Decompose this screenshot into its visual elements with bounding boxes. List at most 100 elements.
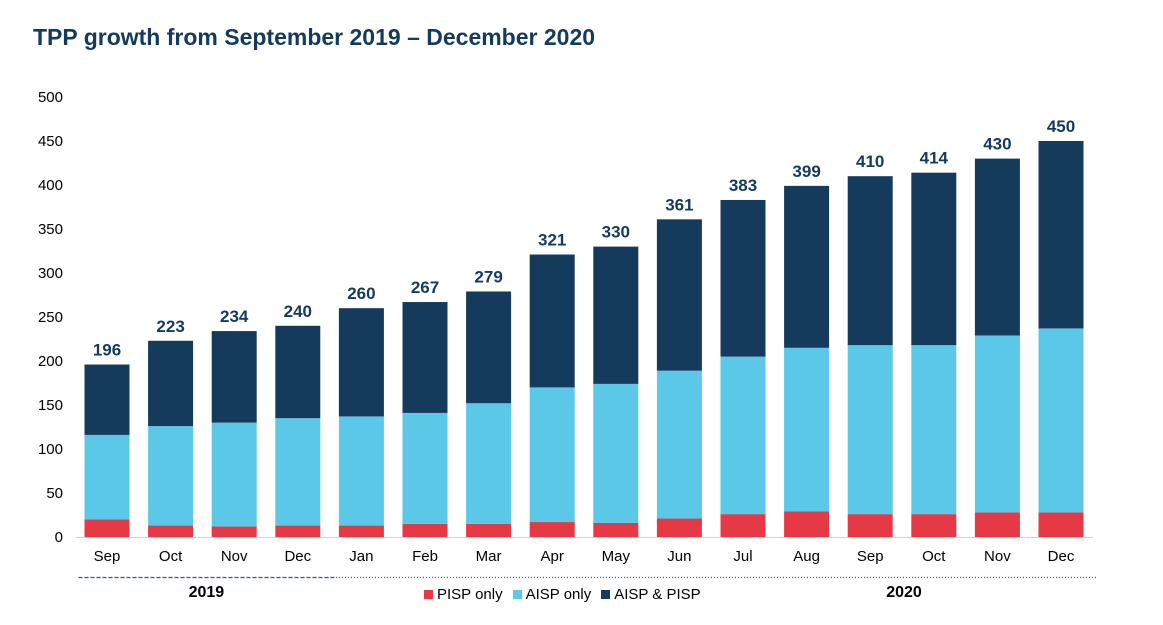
bar-segment-aisp-only bbox=[593, 383, 639, 523]
x-tick-label: Nov bbox=[984, 548, 1011, 565]
bar-segment-pisp-only bbox=[466, 523, 512, 537]
year-group-label: 2020 bbox=[886, 584, 922, 601]
bar-segment-pisp-only bbox=[402, 523, 448, 537]
bar-total-label: 223 bbox=[156, 317, 184, 336]
bar-segment-pisp-only bbox=[911, 514, 957, 537]
bar-segment-aisp-only bbox=[402, 412, 448, 524]
legend-item-aisp-only: AISP only bbox=[512, 586, 592, 603]
bar-total-label: 330 bbox=[602, 223, 630, 242]
x-tick-label: Mar bbox=[476, 548, 502, 565]
x-tick-label: Feb bbox=[412, 548, 438, 565]
x-tick-label: Apr bbox=[541, 548, 564, 565]
bar-segment-pisp-only bbox=[529, 522, 575, 537]
bar-segment-aisp-only bbox=[529, 387, 575, 523]
legend-label-aisp-only: AISP only bbox=[525, 586, 592, 603]
legend-item-pisp-only: PISP only bbox=[424, 586, 503, 603]
bar-segment-aisp-and-pisp bbox=[974, 158, 1020, 336]
bar-segment-pisp-only bbox=[720, 514, 766, 537]
bar-segment-aisp-and-pisp bbox=[784, 185, 830, 348]
x-tick-label: Aug bbox=[793, 548, 820, 565]
x-tick-label: Dec bbox=[1048, 548, 1075, 565]
bar-segment-aisp-and-pisp bbox=[847, 176, 893, 346]
bar-segment-aisp-and-pisp bbox=[275, 325, 321, 419]
bar-segment-aisp-and-pisp bbox=[466, 291, 512, 404]
y-tick-label: 200 bbox=[38, 353, 63, 370]
bar-segment-pisp-only bbox=[148, 525, 194, 537]
y-tick-label: 50 bbox=[46, 485, 63, 502]
bar-segment-pisp-only bbox=[84, 519, 130, 537]
bar-total-label: 196 bbox=[93, 341, 121, 360]
bar-segment-aisp-and-pisp bbox=[148, 340, 194, 427]
y-tick-label: 400 bbox=[38, 177, 63, 194]
bar-segment-pisp-only bbox=[593, 522, 639, 537]
bar-segment-pisp-only bbox=[974, 512, 1020, 537]
chart-title: TPP growth from September 2019 – Decembe… bbox=[33, 24, 596, 50]
bar-total-label: 240 bbox=[284, 302, 312, 321]
bar-segment-aisp-and-pisp bbox=[656, 219, 702, 371]
bar-total-label: 414 bbox=[920, 149, 949, 168]
bar-segment-pisp-only bbox=[275, 525, 321, 537]
bar-segment-aisp-only bbox=[275, 418, 321, 526]
legend-label-aisp-and-pisp: AISP & PISP bbox=[614, 586, 701, 603]
x-tick-label: Dec bbox=[284, 548, 311, 565]
bar-segment-aisp-only bbox=[338, 416, 384, 526]
legend-swatch-aisp-and-pisp bbox=[601, 590, 611, 599]
legend-label-pisp-only: PISP only bbox=[437, 586, 503, 603]
x-tick-label: Oct bbox=[159, 548, 183, 565]
bar-total-label: 361 bbox=[665, 195, 693, 214]
bar-segment-pisp-only bbox=[847, 514, 893, 537]
bar-segment-aisp-and-pisp bbox=[84, 364, 130, 435]
legend-item-aisp-and-pisp: AISP & PISP bbox=[601, 586, 701, 603]
bar-total-label: 267 bbox=[411, 278, 439, 297]
bar-segment-aisp-only bbox=[720, 356, 766, 515]
bar-segment-pisp-only bbox=[784, 511, 830, 537]
y-tick-label: 350 bbox=[38, 221, 63, 238]
bar-segment-pisp-only bbox=[338, 525, 384, 537]
y-tick-label: 500 bbox=[38, 89, 63, 106]
bar-total-label: 410 bbox=[856, 152, 884, 171]
bar-segment-aisp-only bbox=[84, 434, 130, 520]
bar-segment-aisp-only bbox=[847, 345, 893, 515]
bar-segment-aisp-only bbox=[784, 347, 830, 512]
y-tick-label: 100 bbox=[38, 441, 63, 458]
bar-total-label: 450 bbox=[1047, 117, 1075, 136]
x-tick-label: Nov bbox=[221, 548, 248, 565]
bar-segment-pisp-only bbox=[211, 526, 257, 537]
bar-total-label: 399 bbox=[792, 162, 820, 181]
bar-total-label: 279 bbox=[474, 267, 502, 286]
bar-segment-aisp-only bbox=[466, 403, 512, 524]
chart-legend: PISP only AISP only AISP & PISP bbox=[424, 586, 711, 603]
bar-segment-aisp-only bbox=[974, 335, 1020, 513]
y-tick-label: 150 bbox=[38, 397, 63, 414]
bar-segment-aisp-and-pisp bbox=[720, 199, 766, 357]
bar-segment-aisp-and-pisp bbox=[1038, 141, 1084, 329]
bar-segment-aisp-only bbox=[211, 422, 257, 527]
y-tick-label: 450 bbox=[38, 133, 63, 150]
bar-segment-aisp-only bbox=[1038, 328, 1084, 513]
y-tick-label: 0 bbox=[55, 529, 63, 546]
bar-segment-aisp-and-pisp bbox=[402, 302, 448, 413]
bar-segment-aisp-and-pisp bbox=[593, 246, 639, 384]
y-tick-label: 250 bbox=[38, 309, 63, 326]
x-tick-label: Oct bbox=[922, 548, 946, 565]
bar-segment-aisp-and-pisp bbox=[211, 331, 257, 423]
bar-segment-pisp-only bbox=[1038, 512, 1084, 537]
x-tick-label: Jun bbox=[667, 548, 691, 565]
x-tick-label: Sep bbox=[857, 548, 884, 565]
bar-total-label: 234 bbox=[220, 307, 249, 326]
bar-segment-aisp-only bbox=[911, 345, 957, 515]
bar-segment-aisp-only bbox=[656, 370, 702, 519]
year-group-label: 2019 bbox=[189, 584, 225, 601]
x-tick-label: Jan bbox=[349, 548, 373, 565]
x-tick-label: Jul bbox=[733, 548, 752, 565]
x-tick-label: Sep bbox=[94, 548, 121, 565]
legend-swatch-aisp-only bbox=[512, 590, 522, 599]
bar-total-label: 321 bbox=[538, 231, 566, 250]
y-tick-label: 300 bbox=[38, 265, 63, 282]
bar-segment-aisp-and-pisp bbox=[529, 254, 575, 388]
bar-total-label: 260 bbox=[347, 284, 375, 303]
legend-swatch-pisp-only bbox=[424, 590, 433, 599]
x-tick-label: May bbox=[602, 548, 631, 565]
bar-total-label: 383 bbox=[729, 176, 757, 195]
